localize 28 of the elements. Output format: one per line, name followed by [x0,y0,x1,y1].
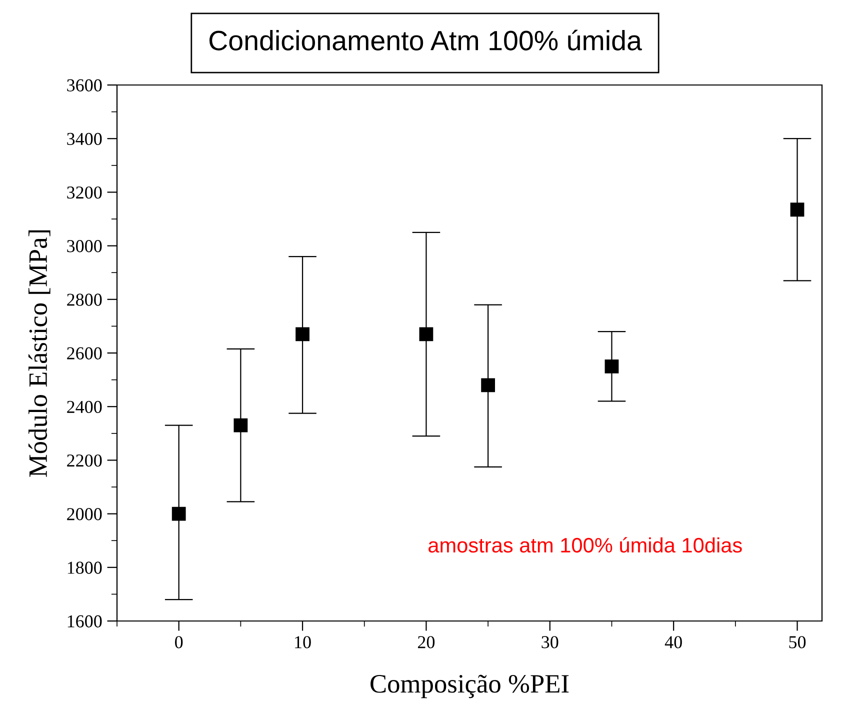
point [790,202,804,217]
x-tick-label: 30 [542,636,558,648]
x-tick-label: 40 [664,636,682,648]
y-tick-label: 2600 [67,347,102,360]
y-tick-label: 1800 [68,562,102,574]
y-tick-label: 3200 [67,186,102,199]
x-tick-label: 20 [418,636,435,648]
y-tick-label: 2400 [67,400,102,414]
x-tick-label: 0 [175,636,183,648]
y-tick-label: 2200 [67,454,102,467]
y-tick-label: 2800 [67,294,102,306]
annotation: amostras atm 100% úmida 10dias [428,537,742,553]
point [234,418,248,432]
point [296,327,310,342]
y-tick-label: 2000 [67,508,102,520]
x-tick-label: 50 [789,636,806,648]
point [172,506,186,521]
y-tick-label: 3000 [67,240,102,252]
point [481,378,495,392]
y-tick-label: 1600 [68,615,102,628]
point [604,359,619,374]
y-tick-label: 3400 [67,132,102,146]
x-tick-label: 10 [295,636,311,648]
x-axis-title: Composição %PEI [370,674,569,698]
y-axis-title: Módulo Elástico [MPa] [28,230,50,477]
y-tick-label: 3600 [67,79,102,92]
point [419,327,434,342]
chart-title: Condicionamento Atm 100% úmida [209,30,642,50]
